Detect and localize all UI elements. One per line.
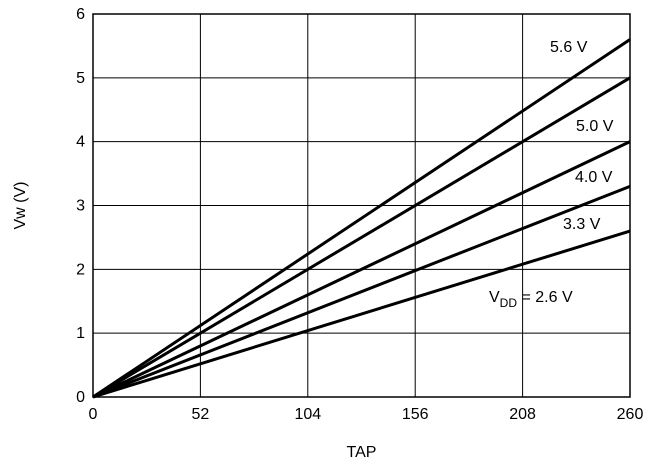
x-tick-label: 208 <box>509 406 536 423</box>
grid <box>92 13 631 398</box>
series-label-main: V <box>489 289 500 306</box>
y-tick-label: 6 <box>76 6 85 23</box>
series-line-3 <box>92 184 631 399</box>
series-line-4 <box>92 229 631 399</box>
y-tick-label: 4 <box>76 134 85 151</box>
series-label-1: 5.0 V <box>576 118 614 135</box>
series-line-2 <box>92 140 631 399</box>
x-tick-label: 104 <box>294 406 321 423</box>
series-label-3: 3.3 V <box>563 216 601 233</box>
series-group <box>92 38 631 399</box>
series-labels: 5.6 V 5.0 V 4.0 V 3.3 V VDD = 2.6 V <box>489 39 614 310</box>
x-tick-label: 0 <box>89 406 98 423</box>
y-axis-title: Vw (V) <box>12 182 29 230</box>
x-tick-label: 260 <box>617 406 644 423</box>
y-tick-labels: 0 1 2 3 4 5 6 <box>76 6 85 406</box>
y-tick-label: 0 <box>76 389 85 406</box>
series-label-0: 5.6 V <box>550 39 588 56</box>
series-label-2: 4.0 V <box>575 169 613 186</box>
x-tick-label: 52 <box>192 406 210 423</box>
x-tick-labels: 0 52 104 156 208 260 <box>89 406 644 423</box>
series-line-0 <box>92 38 631 399</box>
series-label-4: VDD = 2.6 V <box>489 289 573 310</box>
series-line-1 <box>92 76 631 399</box>
y-tick-label: 2 <box>76 261 85 278</box>
series-label-subscript: DD <box>500 296 518 310</box>
series-label-rest: = 2.6 V <box>517 289 573 306</box>
plot-frame <box>92 13 631 398</box>
y-tick-label: 5 <box>76 70 85 87</box>
x-tick-label: 156 <box>402 406 429 423</box>
y-tick-label: 3 <box>76 198 85 215</box>
x-axis-title: TAP <box>347 444 377 461</box>
y-tick-label: 1 <box>76 325 85 342</box>
